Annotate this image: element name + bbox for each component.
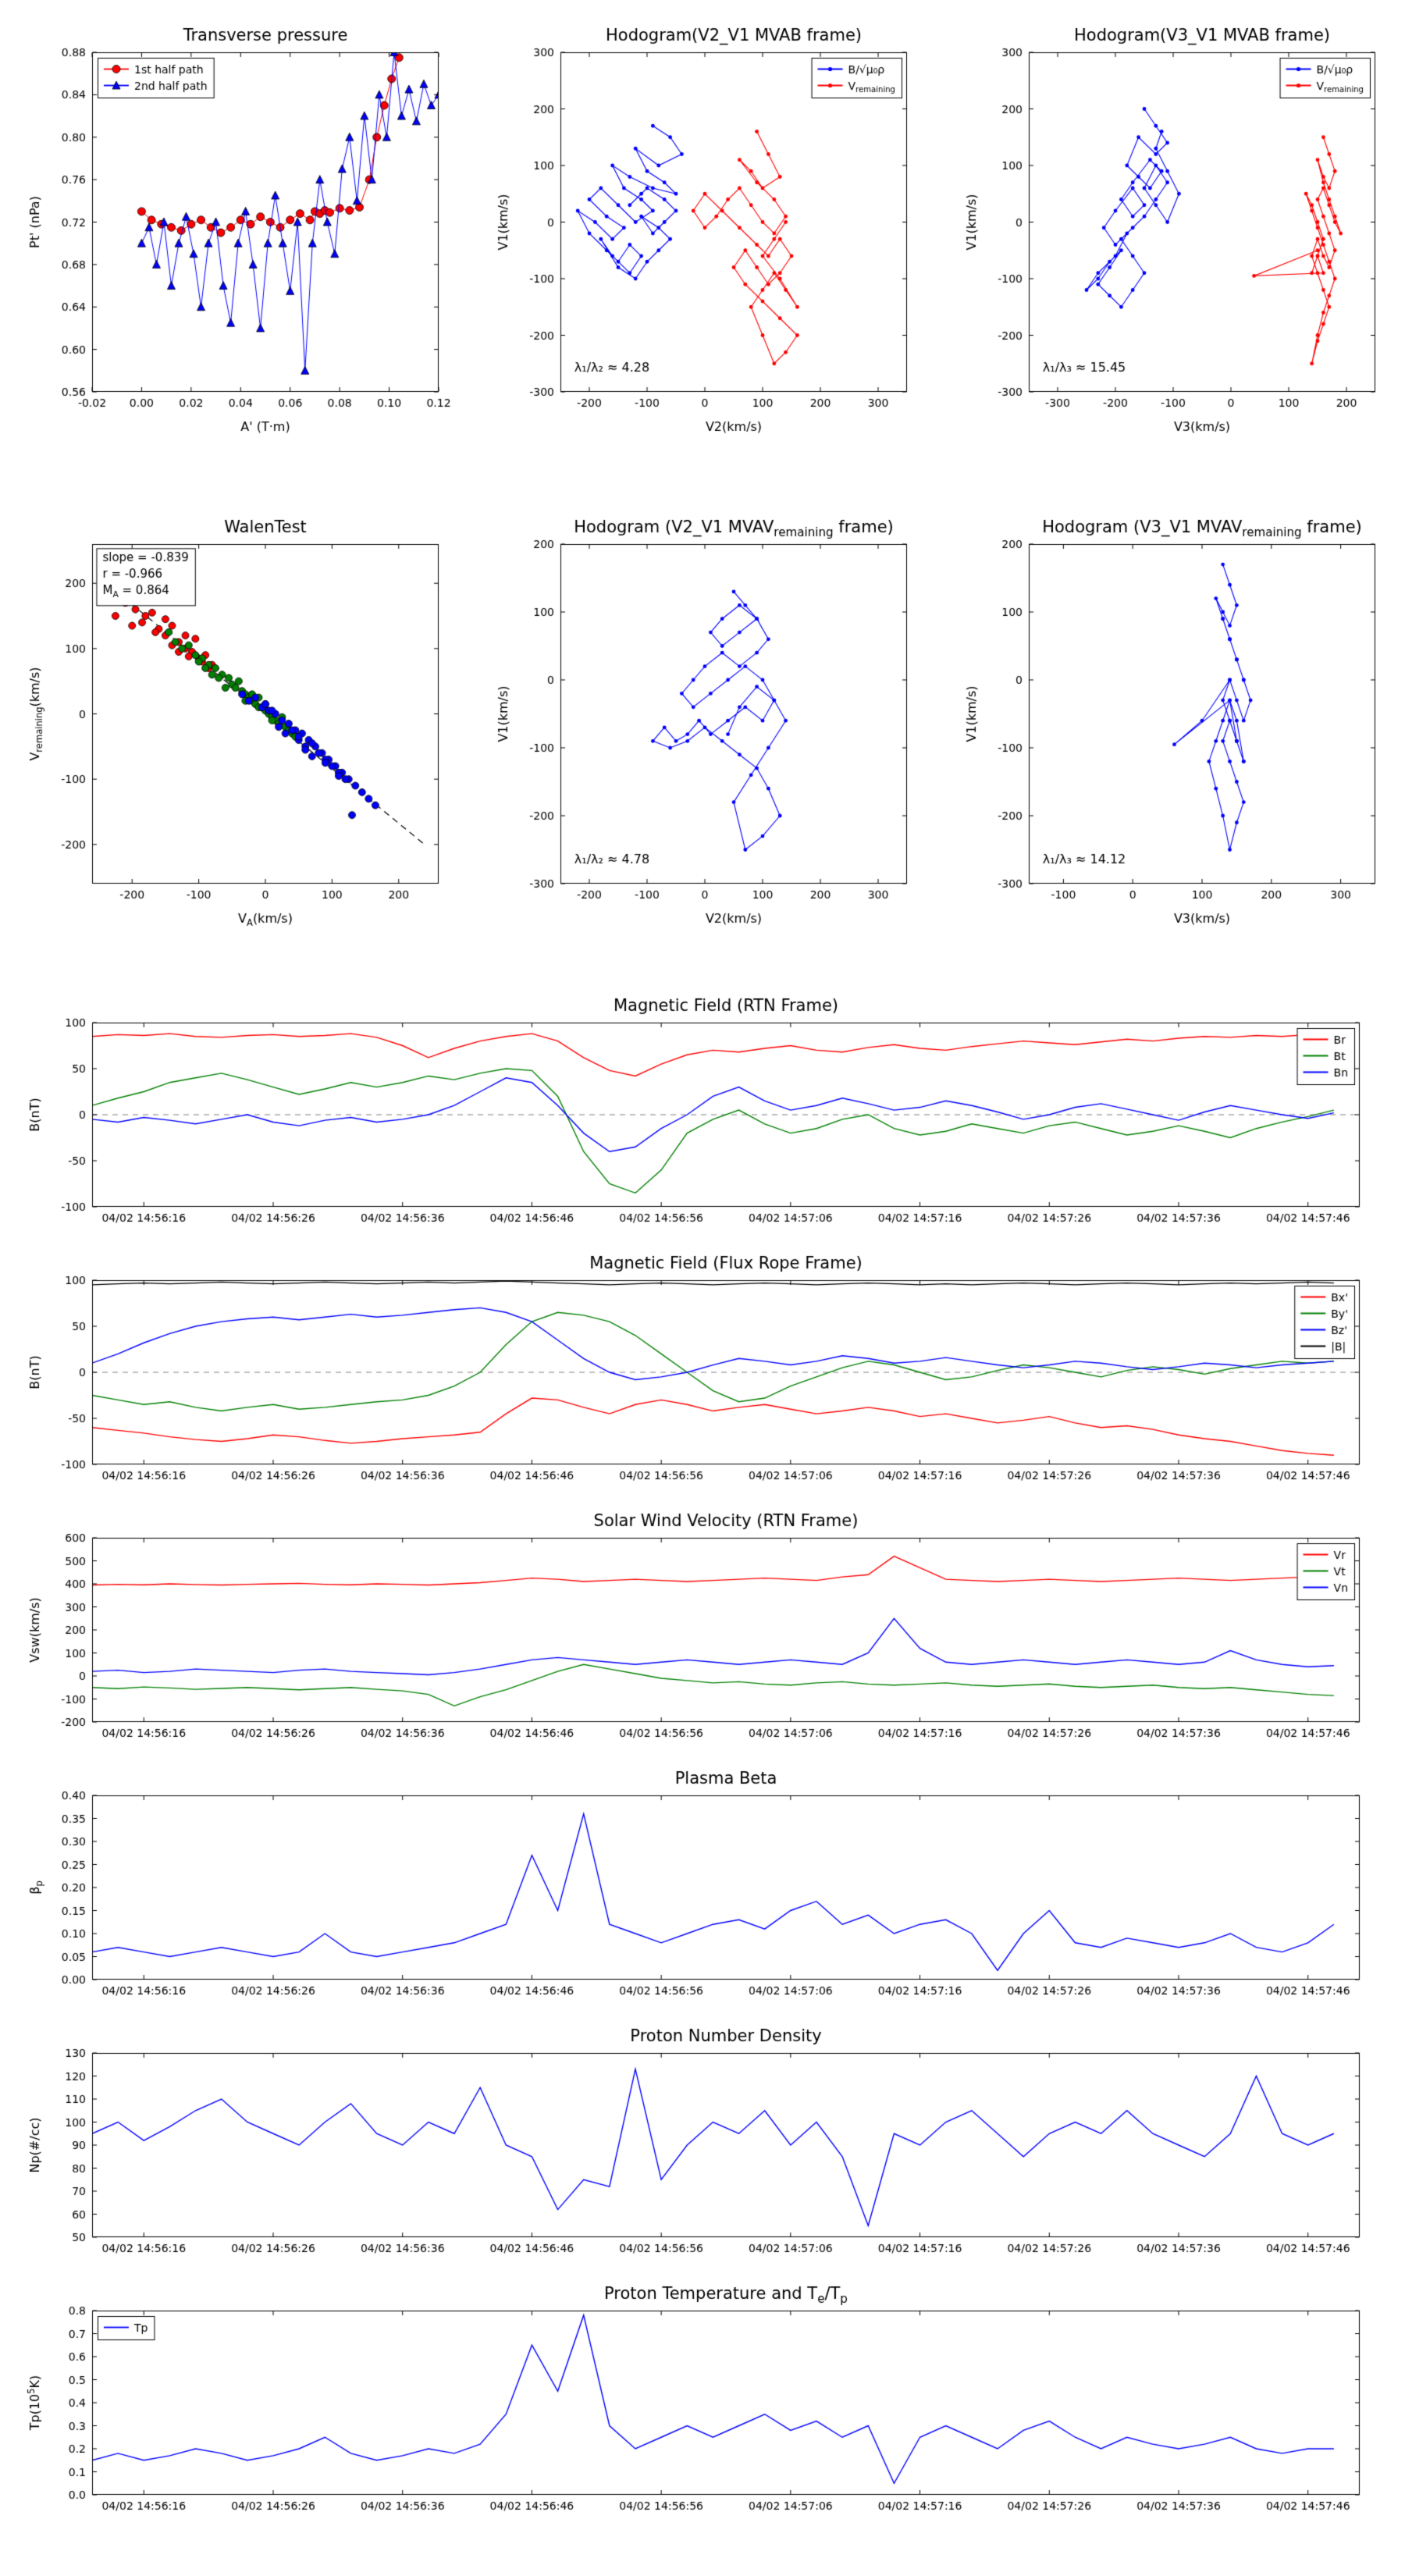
plot-hodogram-v3v1-mvav [937,503,1405,945]
plot-hodogram-v2v1-mvav [468,503,937,945]
plot-proton-density [0,2022,1405,2279]
plot-mag-rtn [0,991,1405,1249]
plot-proton-temperature [0,2279,1405,2537]
plot-mag-fluxrope [0,1249,1405,1507]
proton-temperature-canvas [0,2279,1405,2537]
plot-plasma-beta [0,1764,1405,2022]
proton-density-canvas [0,2022,1405,2279]
plot-transverse-pressure [0,12,468,453]
hodogram-v2v1-mvav-canvas [468,503,937,945]
hodogram-v2v1-mvab-canvas [468,12,937,453]
hodogram-v3v1-mvab-canvas [937,12,1405,453]
mag-fluxrope-canvas [0,1249,1405,1507]
plot-hodogram-v2v1-mvab [468,12,937,453]
plasma-beta-canvas [0,1764,1405,2022]
plot-velocity-rtn [0,1507,1405,1764]
hodogram-v3v1-mvav-canvas [937,503,1405,945]
velocity-rtn-canvas [0,1507,1405,1764]
plot-walen-test [0,503,468,945]
transverse-pressure-canvas [0,12,468,453]
plot-hodogram-v3v1-mvab [937,12,1405,453]
walen-test-canvas [0,503,468,945]
mag-rtn-canvas [0,991,1405,1249]
